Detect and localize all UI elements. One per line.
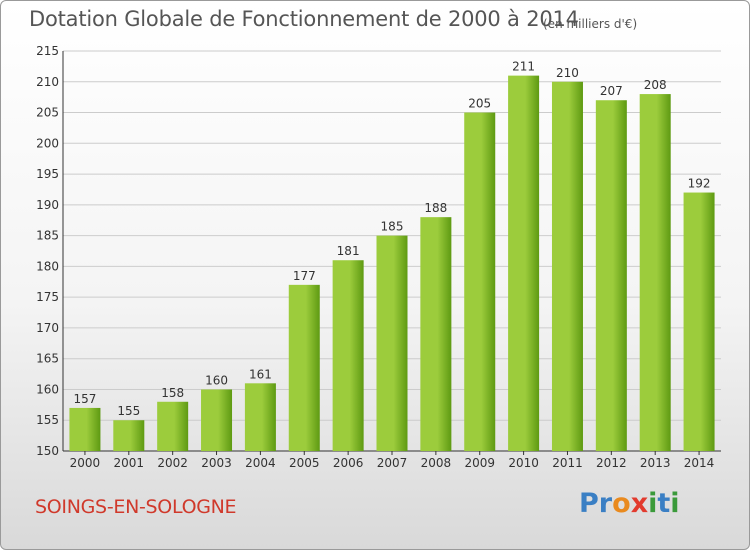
y-tick-label: 195	[36, 167, 59, 181]
x-tick-label: 2001	[114, 456, 145, 470]
bars	[69, 75, 715, 452]
x-tick-label: 2014	[684, 456, 715, 470]
x-tick-label: 2013	[640, 456, 671, 470]
bar-2012	[595, 100, 627, 451]
x-tick-label: 2008	[421, 456, 452, 470]
logo-letter: x	[630, 488, 649, 519]
data-label-2007: 185	[381, 220, 404, 234]
y-tick-label: 180	[36, 259, 59, 273]
bar-2003	[201, 389, 233, 451]
data-label-2006: 181	[337, 244, 360, 258]
logo-letter: i	[670, 488, 680, 519]
data-label-2013: 208	[644, 78, 667, 92]
y-tick-label: 175	[36, 290, 59, 304]
bar-2005	[288, 284, 320, 451]
bar-2013	[639, 94, 671, 452]
bar-2007	[376, 235, 408, 451]
x-tick-label: 2002	[157, 456, 188, 470]
y-tick-labels: 150 155 160 165 170 175 180 185 190 195 200 205 210 2…	[36, 44, 59, 458]
x-tick-label: 2010	[508, 456, 539, 470]
data-label-2011: 210	[556, 66, 579, 80]
y-tick-label: 165	[36, 352, 59, 366]
data-label-2010: 211	[512, 60, 535, 74]
y-tick-label: 160	[36, 382, 59, 396]
bar-2004	[244, 383, 276, 451]
data-label-2014: 192	[688, 177, 711, 191]
y-tick-label: 150	[36, 444, 59, 458]
y-tick-label: 190	[36, 198, 59, 212]
data-label-2005: 177	[293, 269, 316, 283]
data-label-2002: 158	[161, 386, 184, 400]
bar-2014	[683, 192, 715, 452]
bar-2002	[157, 401, 189, 451]
bar-2000	[69, 407, 101, 451]
data-label-2000: 157	[73, 392, 96, 406]
commune-name: SOINGS-EN-SOLOGNE	[35, 496, 237, 518]
bar-2006	[332, 260, 364, 451]
data-label-2012: 207	[600, 84, 623, 98]
logo-letter: r	[598, 488, 613, 519]
x-tick-labels: 2000 2001 2002 2003 2004 2005 2006 2007 2008 2009…	[70, 456, 715, 470]
y-tick-label: 155	[36, 413, 59, 427]
bar-2011	[551, 81, 583, 452]
data-label-2009: 205	[468, 97, 491, 111]
logo-letter: P	[579, 488, 599, 519]
x-tick-label: 2000	[70, 456, 101, 470]
data-labels: 157 155 158 160 161 177 181 185 188 205 211 210 207 2…	[73, 60, 710, 419]
y-tick-label: 185	[36, 229, 59, 243]
data-label-2001: 155	[117, 404, 140, 418]
logo-letter: t	[657, 488, 671, 519]
chart-title: Dotation Globale de Fonctionnement de 20…	[29, 7, 579, 31]
x-tick-label: 2012	[596, 456, 627, 470]
x-tick-label: 2011	[552, 456, 583, 470]
chart-subtitle: (en milliers d'€)	[543, 17, 638, 31]
bar-2009	[464, 112, 496, 452]
x-tick-label: 2004	[245, 456, 276, 470]
x-tick-label: 2006	[333, 456, 364, 470]
y-tick-label: 210	[36, 75, 59, 89]
x-tick-label: 2009	[464, 456, 495, 470]
logo-letter: o	[612, 488, 631, 519]
logo-letter: i	[648, 488, 658, 519]
x-tick-label: 2005	[289, 456, 320, 470]
x-tick-label: 2007	[377, 456, 408, 470]
y-tick-label: 200	[36, 136, 59, 150]
data-label-2004: 161	[249, 367, 272, 381]
y-tick-label: 170	[36, 321, 59, 335]
x-tick-label: 2003	[201, 456, 232, 470]
bar-2008	[420, 217, 452, 451]
y-tick-label: 215	[36, 44, 59, 58]
bar-2001	[113, 420, 145, 451]
y-tick-label: 205	[36, 106, 59, 120]
data-label-2003: 160	[205, 373, 228, 387]
proxiti-logo: Proxiti	[579, 488, 680, 519]
bar-2010	[508, 75, 540, 451]
data-label-2008: 188	[424, 201, 447, 215]
